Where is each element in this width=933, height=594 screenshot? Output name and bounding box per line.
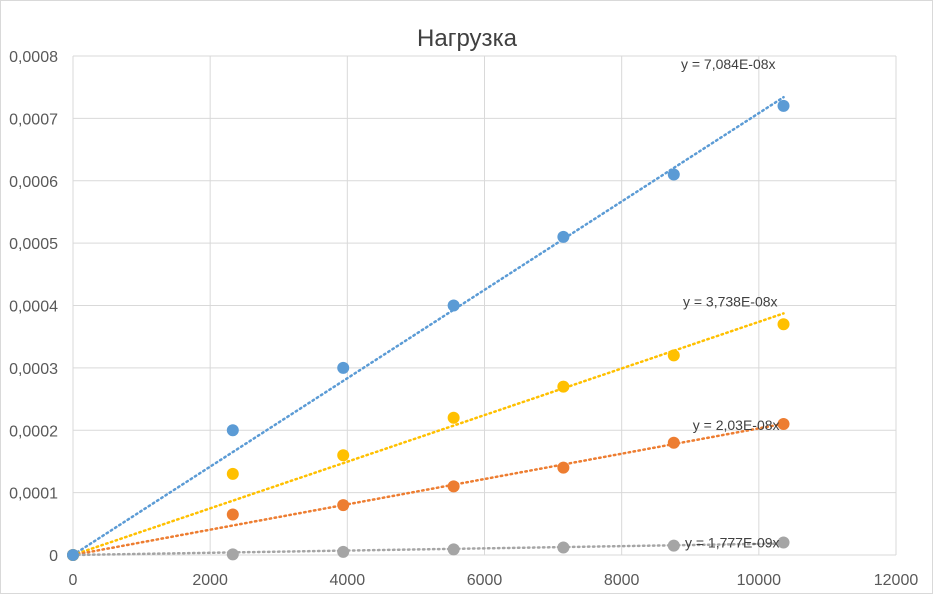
grid (72, 55, 897, 556)
data-point (557, 380, 570, 393)
trendline (71, 95, 785, 557)
trendlines (71, 95, 785, 557)
chart-title: Нагрузка (417, 25, 518, 52)
y-tick-label: 0,0001 (9, 486, 58, 503)
y-tick-label: 0,0006 (9, 174, 58, 191)
y-axis-ticks: 0 0,0001 0,0002 0,0003 0,0004 0,0005 0,0006 0,0… (9, 49, 58, 565)
data-point (337, 499, 350, 512)
data-point (667, 539, 680, 552)
trendline-equation: y = 3,738E-08x (683, 293, 778, 309)
trendline-equation: y = 7,084E-08x (681, 56, 776, 72)
trendline (71, 312, 785, 557)
data-point (226, 548, 239, 561)
data-point (447, 299, 460, 312)
y-tick-label: 0,0005 (9, 236, 58, 253)
y-tick-label: 0,0008 (9, 49, 58, 66)
x-tick-label: 2000 (192, 572, 228, 589)
data-point (667, 436, 680, 449)
data-point (337, 361, 350, 374)
trendline-equation: y = 2,03E-08x (693, 417, 780, 433)
data-point (667, 168, 680, 181)
x-axis-ticks: 0 2000 4000 6000 8000 10000 12000 (69, 572, 919, 589)
data-point (667, 349, 680, 362)
data-point (226, 508, 239, 521)
trendline (71, 542, 785, 557)
data-point (447, 480, 460, 493)
x-tick-label: 4000 (330, 572, 366, 589)
trendline (71, 422, 785, 557)
x-tick-label: 8000 (604, 572, 640, 589)
data-point (67, 549, 79, 561)
data-point (337, 545, 350, 558)
y-tick-label: 0,0004 (9, 299, 58, 316)
x-tick-label: 0 (69, 572, 78, 589)
data-point (337, 449, 350, 462)
trendline-equation: y = 1,777E-09x (685, 535, 780, 551)
trendline-equations: y = 7,084E-08x y = 3,738E-08x y = 2,03E-08… (681, 56, 780, 550)
data-point (557, 230, 570, 243)
y-tick-label: 0,0003 (9, 361, 58, 378)
y-tick-label: 0 (49, 548, 58, 565)
data-point (447, 411, 460, 424)
data-point (777, 418, 790, 431)
x-tick-label: 12000 (874, 572, 919, 589)
data-point (777, 536, 790, 549)
data-point (777, 318, 790, 331)
y-tick-label: 0,0002 (9, 423, 58, 440)
x-tick-label: 10000 (737, 572, 782, 589)
data-point (557, 541, 570, 554)
data-point (226, 424, 239, 437)
data-point (226, 467, 239, 480)
data-points (67, 99, 790, 561)
data-point (557, 461, 570, 474)
data-point (447, 543, 460, 556)
x-tick-label: 6000 (467, 572, 503, 589)
y-tick-label: 0,0007 (9, 111, 58, 128)
data-point (777, 99, 790, 112)
